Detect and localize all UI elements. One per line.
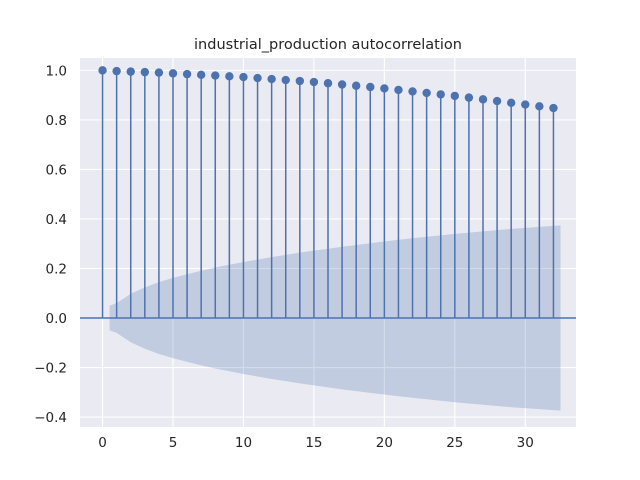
x-tick-label: 20 <box>376 435 393 451</box>
acf-marker <box>225 72 234 81</box>
acf-marker <box>239 72 248 82</box>
acf-marker <box>309 77 319 87</box>
acf-marker <box>422 88 431 98</box>
acf-marker <box>380 84 389 93</box>
acf-marker <box>253 73 262 83</box>
markers <box>98 66 558 113</box>
x-tick-label: 10 <box>235 435 252 451</box>
acf-marker <box>535 102 544 111</box>
x-tick-label: 15 <box>305 435 322 451</box>
acf-marker <box>351 81 361 90</box>
x-axis-ticks: 0 5 10 15 20 25 30 <box>98 435 534 451</box>
acf-marker <box>112 66 121 76</box>
acf-marker <box>366 82 375 92</box>
acf-marker <box>436 90 445 99</box>
acf-marker <box>196 70 206 80</box>
acf-marker <box>182 69 192 79</box>
y-tick-label: −0.4 <box>34 410 67 426</box>
acf-marker <box>98 66 107 75</box>
acf-marker <box>323 79 333 88</box>
acf-marker <box>337 80 347 89</box>
acf-marker <box>464 93 474 102</box>
acf-marker <box>126 67 135 76</box>
x-tick-label: 30 <box>517 435 534 451</box>
acf-marker <box>478 95 488 104</box>
acf-marker <box>211 71 220 80</box>
acf-marker <box>492 96 502 106</box>
acf-marker <box>295 76 305 86</box>
acf-marker <box>140 67 150 77</box>
y-tick-label: 0.4 <box>46 212 67 228</box>
acf-marker <box>394 85 403 95</box>
x-tick-label: 5 <box>169 435 178 451</box>
acf-marker <box>267 74 276 84</box>
acf-marker <box>168 69 178 78</box>
x-tick-label: 25 <box>446 435 463 451</box>
acf-marker <box>506 98 516 108</box>
y-axis-ticks: −0.4 −0.2 0.0 0.2 0.4 0.6 0.8 1.0 <box>34 63 67 426</box>
acf-marker <box>521 100 530 109</box>
y-tick-label: 0.8 <box>46 113 67 129</box>
stems <box>101 70 555 319</box>
y-tick-label: 0.2 <box>46 262 67 278</box>
x-tick-label: 0 <box>98 435 107 451</box>
acf-marker <box>281 75 290 85</box>
acf-marker <box>450 91 460 101</box>
acf-marker <box>408 87 417 96</box>
acf-marker <box>549 103 558 113</box>
y-tick-label: 0.0 <box>46 311 67 327</box>
chart-title: industrial_production autocorrelation <box>194 37 462 53</box>
y-tick-label: −0.2 <box>34 361 67 377</box>
y-tick-label: 1.0 <box>46 63 67 79</box>
acf-marker <box>154 68 164 77</box>
y-tick-label: 0.6 <box>46 162 67 178</box>
